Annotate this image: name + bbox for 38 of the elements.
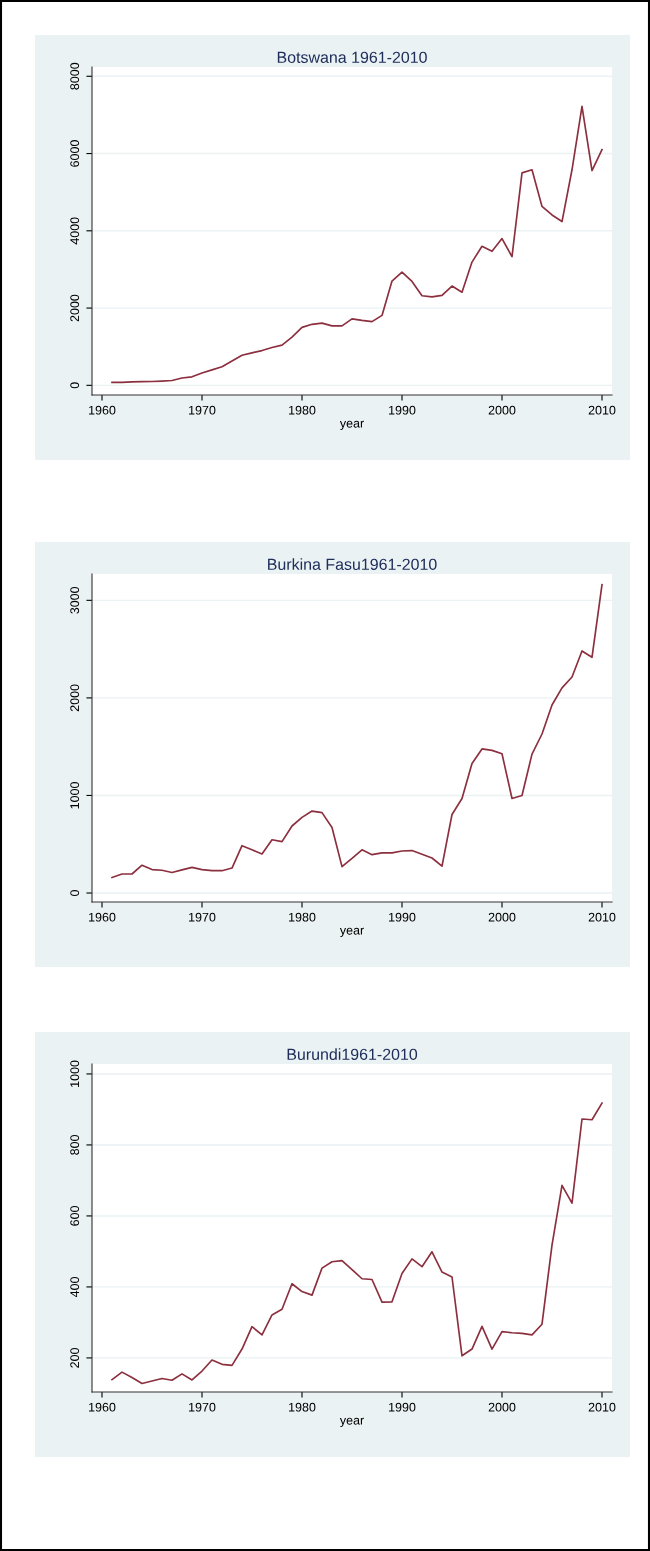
y-tick-label: 6000 xyxy=(70,140,80,167)
y-tick-label: 8000 xyxy=(70,62,80,90)
chart-title: Burkina Fasu1961-2010 xyxy=(268,558,437,570)
y-tick-label: 2000 xyxy=(70,684,80,712)
x-tick-label: 1990 xyxy=(389,405,416,415)
x-tick-label: 1980 xyxy=(289,405,316,415)
x-tick-label: 1970 xyxy=(189,405,216,415)
y-tick-label: 0 xyxy=(70,890,80,897)
x-tick-label: 1960 xyxy=(89,1402,116,1412)
x-tick-label: 2010 xyxy=(588,1402,616,1412)
x-tick-label: 1990 xyxy=(389,1402,416,1412)
y-tick-label: 1000 xyxy=(70,782,80,809)
x-axis-title: year xyxy=(339,1417,364,1428)
x-tick-label: 1980 xyxy=(289,1402,316,1412)
x-axis-title: year xyxy=(339,420,364,431)
y-tick-label: 400 xyxy=(70,1276,80,1298)
y-tick-label: 0 xyxy=(70,382,80,389)
x-tick-label: 1980 xyxy=(289,912,316,922)
x-tick-label: 2000 xyxy=(488,912,516,922)
x-tick-label: 1960 xyxy=(89,912,116,922)
y-tick-label: 1000 xyxy=(70,1060,80,1087)
x-tick-label: 2010 xyxy=(588,912,616,922)
y-tick-label: 3000 xyxy=(70,586,80,614)
x-tick-label: 1970 xyxy=(189,912,216,922)
x-tick-label: 2000 xyxy=(488,405,516,415)
x-tick-label: 1990 xyxy=(389,912,416,922)
x-tick-label: 2010 xyxy=(588,405,616,415)
x-tick-label: 2000 xyxy=(488,1402,516,1412)
x-tick-label: 1960 xyxy=(89,405,116,415)
y-tick-label: 200 xyxy=(70,1347,80,1368)
y-tick-label: 600 xyxy=(70,1205,80,1226)
x-axis-title: year xyxy=(339,927,364,938)
chart-title: Botswana 1961-2010 xyxy=(277,51,427,63)
y-tick-label: 4000 xyxy=(70,217,80,245)
chart-title: Burundi1961-2010 xyxy=(287,1048,418,1060)
y-tick-label: 2000 xyxy=(70,294,80,322)
x-tick-label: 1970 xyxy=(189,1402,216,1412)
y-tick-label: 800 xyxy=(70,1135,80,1155)
